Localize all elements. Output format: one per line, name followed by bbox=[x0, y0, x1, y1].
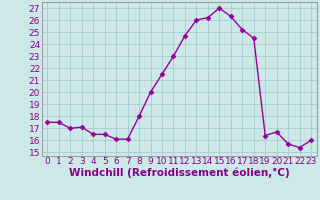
X-axis label: Windchill (Refroidissement éolien,°C): Windchill (Refroidissement éolien,°C) bbox=[69, 168, 290, 178]
